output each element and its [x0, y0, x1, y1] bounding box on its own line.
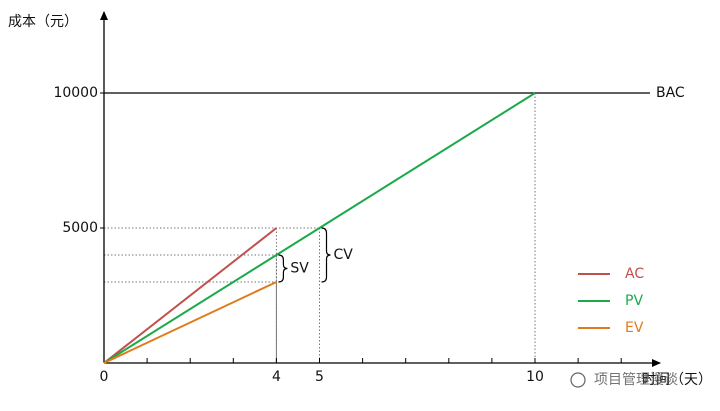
x-tick-label: 5 [315, 369, 324, 385]
x-tick-label: 0 [100, 369, 109, 385]
series-line [103, 92, 536, 364]
annotation: CV [334, 247, 354, 263]
bac-label: BAC [656, 85, 685, 101]
annotation: SV [290, 261, 309, 277]
x-axis-label: 时间（天） [642, 372, 712, 388]
watermark-icon [570, 372, 586, 388]
y-tick-label: 5000 [62, 220, 98, 236]
brace [278, 254, 288, 283]
y-tick-label: 10000 [53, 85, 98, 101]
legend-label: PV [625, 293, 643, 309]
series-line [103, 227, 278, 364]
x-tick-label: 4 [272, 369, 281, 385]
legend-label: AC [625, 266, 644, 282]
y-axis-label: 成本（元） [8, 14, 78, 30]
brace [321, 227, 331, 283]
x-tick-label: 10 [526, 369, 544, 385]
legend-label: EV [625, 320, 644, 336]
series-line [103, 281, 277, 364]
watermark: 项目管理漫谈 [594, 372, 678, 388]
